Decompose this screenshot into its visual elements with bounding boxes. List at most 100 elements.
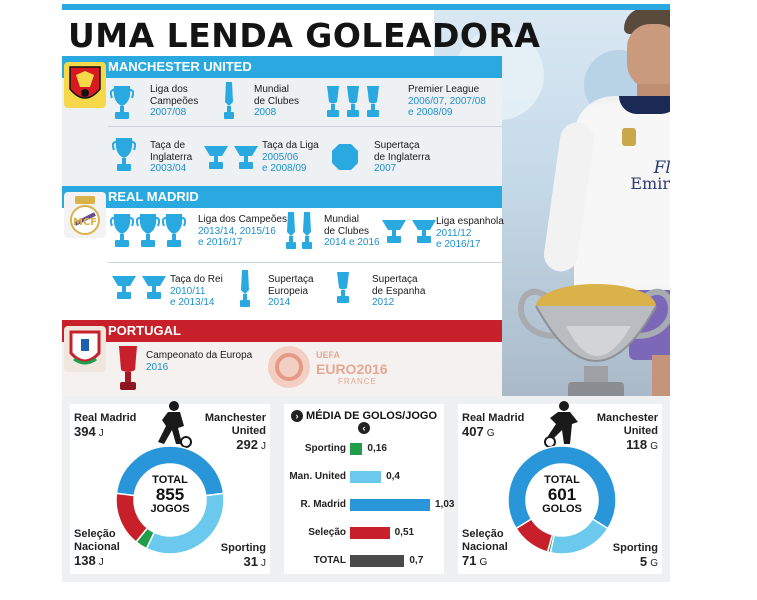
trophy-years: e 2013/14 [170, 297, 215, 308]
segment-unit: J [261, 441, 266, 452]
games-label-3: Sporting 31 J [198, 542, 266, 570]
manchester-united-divider [108, 126, 502, 127]
segment-value: 407 [462, 424, 484, 439]
segment-unit: J [98, 557, 104, 568]
trophy-icon [347, 86, 359, 117]
segment-team-line2: Nacional [462, 541, 508, 553]
goals-label-4: Seleção Nacional 71 G [462, 528, 532, 569]
games-label-1: Real Madrid 394 J [74, 412, 154, 440]
average-bar [350, 527, 390, 539]
games-label-2: Manchester United 292 J [194, 412, 266, 453]
trophy-years: 2011/12 [436, 227, 472, 239]
chevron-left-icon[interactable]: ‹ [358, 422, 370, 435]
goals-label-3: Sporting 5 G [592, 542, 658, 570]
goals-total-value: 601 [547, 485, 577, 504]
average-row-value: 1,03 [435, 499, 455, 510]
euro-2016-logo-text: EURO2016 [316, 361, 388, 377]
segment-value: 394 [74, 424, 96, 439]
manchester-united-trophy-icons-6 [330, 142, 360, 172]
manchester-united-trophy-label-4: Taça de Inglaterra 2003/04 [150, 140, 192, 175]
trophy-years: 2006/07, 2007/08 [408, 95, 486, 107]
real-madrid-crest-icon: MCF [64, 192, 106, 238]
trophy-years: 2014 e 2016 [324, 237, 380, 248]
average-row: Seleção 0,51 [288, 524, 438, 542]
real-madrid-divider [108, 262, 502, 263]
average-row-label: Man. United [289, 471, 346, 482]
euro-2016-logo-icon [268, 346, 310, 388]
trophy-name: Liga espanhola [436, 216, 504, 227]
segment-unit: G [650, 441, 658, 452]
goals-label-1: Real Madrid 407 G [462, 412, 542, 440]
trophy-name: Inglaterra [150, 151, 193, 163]
segment-value: 118 [626, 437, 648, 452]
segment-team-line2: United [623, 425, 658, 437]
trophy-icon [110, 214, 134, 247]
real-madrid-trophy-icons-2 [284, 210, 314, 250]
games-slice-4 [115, 492, 149, 544]
games-donut-chart [115, 445, 225, 555]
average-bar [350, 555, 405, 567]
champions-league-trophy-icon [518, 284, 670, 402]
average-row-value: 0,51 [394, 527, 415, 538]
average-title-text: MÉDIA DE GOLOS/JOGO [306, 410, 438, 422]
trophy-name: de Clubes [254, 95, 300, 107]
manchester-united-trophy-icons-4 [112, 136, 136, 172]
real-madrid-trophy-icons-4 [110, 272, 168, 300]
goals-card: TOTAL 601 GOLOS Real Madrid 407 G Manchest… [458, 401, 662, 574]
average-card: › MÉDIA DE GOLOS/JOGO ‹ Sporting 0,16 Man.… [284, 404, 454, 574]
manchester-united-trophy-icons-3 [324, 84, 382, 118]
real-madrid-trophy-label-3: Liga espanhola 2011/12 e 2016/17 [436, 216, 504, 251]
trophy-name: Mundial [254, 84, 290, 95]
infographic: Fly Emirates UMA LENDA GOLEADORA MANCHES… [62, 4, 670, 582]
segment-team: Sporting [220, 542, 266, 554]
trophy-years: 2012 [372, 297, 395, 308]
statistics-panel: TOTAL 855 JOGOS Real Madrid 394 J Manchest… [62, 396, 670, 582]
real-madrid-trophy-icons-5 [238, 268, 252, 308]
average-row-label: R. Madrid [300, 499, 346, 510]
average-row-label: Sporting [304, 443, 346, 454]
trophy-name: de Clubes [324, 225, 370, 237]
trophy-icon [234, 146, 258, 169]
trophy-icon [240, 270, 250, 307]
segment-value: 71 [462, 553, 477, 568]
trophy-name: Taça de [150, 140, 186, 151]
trophy-years: 2005/06 [262, 151, 299, 163]
average-row: TOTAL 0,7 [288, 552, 438, 570]
games-total: TOTAL 855 JOGOS [130, 474, 210, 515]
segment-value: 5 [639, 554, 648, 569]
average-bar [350, 471, 382, 483]
portugal-trophy-label: Campeonato da Europa 2016 [146, 350, 252, 373]
goals-slice-4 [515, 517, 554, 553]
trophy-icon [112, 276, 136, 299]
manchester-united-trophy-label-5: Taça da Liga 2005/06 e 2008/09 [262, 140, 319, 175]
segment-team: Seleção [74, 528, 116, 540]
trophy-years: 2003/04 [150, 163, 187, 174]
trophy-name: de Espanha [372, 285, 426, 297]
trophy-name: Mundial [324, 214, 360, 225]
trophy-icon [367, 86, 379, 117]
games-card: TOTAL 855 JOGOS Real Madrid 394 J Manchest… [70, 401, 270, 574]
segment-value: 292 [236, 437, 258, 452]
trophy-icon [382, 220, 406, 243]
games-slice-1 [115, 445, 225, 497]
chevron-right-icon[interactable]: › [290, 410, 303, 423]
trophy-name: Supertaça [372, 274, 418, 285]
trophy-years: e 2008/09 [408, 107, 453, 118]
player-face [627, 24, 670, 90]
average-row-value: 0,16 [367, 443, 387, 454]
average-row-label: TOTAL [313, 555, 346, 566]
player-dribbling-icon [158, 401, 192, 448]
shirt-sponsor: Fly Emirates [622, 160, 670, 192]
average-row: Man. United 0,4 [288, 468, 438, 486]
trophy-years: 2014 [268, 297, 291, 308]
segment-team: Seleção [462, 528, 504, 540]
goals-donut-chart [507, 445, 617, 555]
top-accent-bar [62, 4, 670, 10]
svg-text:MCF: MCF [73, 217, 97, 228]
real-madrid-trophy-label-1: Liga dos Campeões 2013/14, 2015/16 e 2016/… [198, 214, 287, 249]
average-row: R. Madrid 1,03 [288, 496, 454, 514]
trophy-icon [224, 82, 234, 119]
trophy-years: 2010/11 [170, 285, 206, 297]
trophy-icon [162, 214, 186, 247]
segment-team: Manchester [596, 412, 658, 424]
